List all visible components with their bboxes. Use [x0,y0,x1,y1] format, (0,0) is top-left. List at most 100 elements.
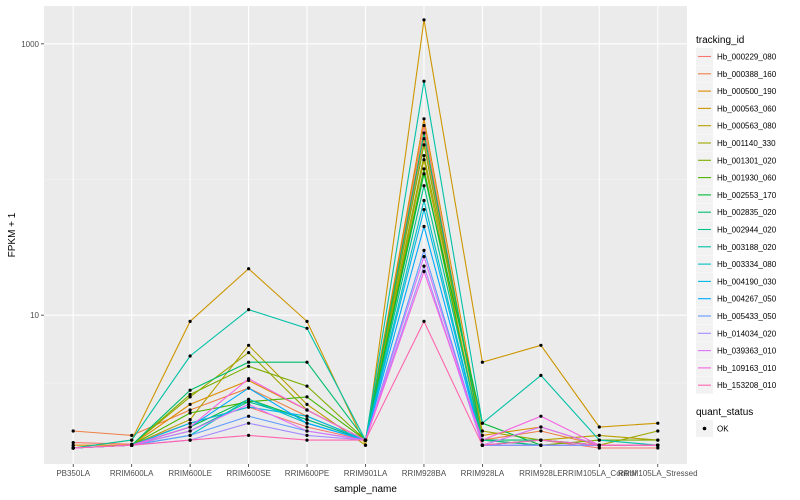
data-point [480,421,484,425]
data-point [422,248,426,252]
data-point [247,308,251,312]
data-point [656,443,660,447]
x-tick-label: RRIM105LA_Stressed [618,469,698,478]
data-point [363,443,368,447]
data-point [422,269,426,274]
data-point [305,414,309,418]
data-point [422,172,426,176]
data-point [539,373,543,377]
data-point [422,143,426,147]
data-point [305,408,309,412]
x-tick-label: RRIM901LA [344,469,388,478]
data-point [247,433,251,437]
data-point [188,438,192,442]
data-point [130,433,134,437]
legend-label: Hb_001301_020 [717,156,777,165]
data-point [71,446,75,450]
legend-label: Hb_000563_080 [717,122,777,131]
data-point [480,443,484,447]
data-point [247,405,251,409]
data-point [480,438,484,442]
data-point [71,429,75,433]
legend-label: Hb_004190_030 [717,277,777,286]
data-point [422,137,426,141]
data-point [305,438,309,442]
data-point [539,438,543,442]
color-legend-items: Hb_000229_080 Hb_000388_160 Hb_000500_190 H… [696,48,777,394]
x-axis-title: sample_name [334,484,397,495]
legend-label: Hb_003334_080 [717,260,777,269]
data-point [188,388,192,392]
data-point [188,421,192,425]
data-point [480,433,484,437]
data-point [305,384,309,388]
legend-label: OK [717,425,729,434]
legend-label: Hb_153208_010 [717,381,777,390]
shape-legend-items: OK [696,420,729,437]
legend-label: Hb_014034_020 [717,329,777,338]
data-point [305,429,309,433]
legend-label: Hb_005433_050 [717,312,777,321]
data-point [247,364,251,368]
data-point [422,117,426,121]
data-point [188,425,192,429]
data-point [188,354,192,358]
data-point [422,154,426,158]
legend-label: Hb_001930_060 [717,174,777,183]
data-point [305,425,309,429]
data-point [305,402,309,406]
data-point [305,421,309,425]
data-point [305,433,309,437]
data-point [188,319,192,323]
data-point [71,443,75,447]
legend-label: Hb_003188_020 [717,243,777,252]
data-point [305,418,309,422]
data-point [247,267,251,271]
grid-layer [44,6,687,464]
data-point [656,421,660,425]
data-point [363,438,368,442]
legend-label: Hb_109163_010 [717,364,777,373]
data-point [247,402,251,406]
data-point [539,343,543,347]
data-point [247,421,251,425]
legend-label: Hb_039363_010 [717,347,777,356]
x-tick-label: RRIM928BA [402,469,447,478]
data-point [188,408,192,412]
legend-label: Hb_000500_190 [717,87,777,96]
data-point [188,418,192,422]
y-tick-label: 1000 [21,40,39,49]
data-point [422,18,426,22]
data-point [422,264,426,268]
data-point [188,411,192,415]
data-point [422,319,426,323]
data-point [539,443,543,447]
data-point [130,443,134,447]
data-point [247,343,251,347]
data-point [656,446,660,450]
legend-label: Hb_004267_050 [717,295,777,304]
data-point [539,429,543,433]
data-point [247,360,251,364]
data-point [188,392,192,397]
data-point [656,429,660,433]
data-point [597,425,601,429]
legend-label: Hb_002944_020 [717,226,777,235]
data-point [305,395,309,399]
data-point [422,167,426,171]
x-tick-label: RRIM105LA_Control [562,469,636,478]
legend-key-point [702,426,707,431]
legend-label: Hb_000563_060 [717,104,777,113]
legend: tracking_id Hb_000229_080Hb_000388_160Hb… [696,35,777,437]
y-axis-title: FPKM + 1 [7,212,18,257]
data-point [422,224,426,229]
data-point [305,326,309,330]
x-tick-label: RRIM600PE [285,469,329,478]
data-point [422,158,426,162]
data-point [422,198,426,203]
data-point [422,131,426,135]
x-tick-label: RRIM600LE [168,469,212,478]
legend-label: Hb_002553_170 [717,191,777,200]
shape-legend-title: quant_status [696,407,753,418]
